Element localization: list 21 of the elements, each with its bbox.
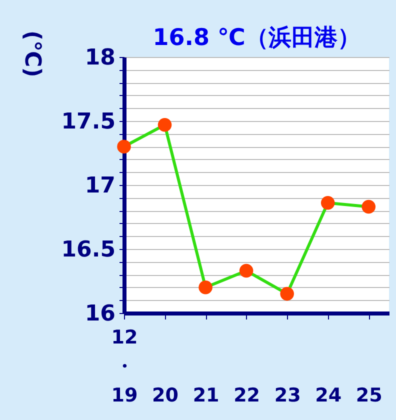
chart-title: 16.8 ℃（浜田港） bbox=[152, 25, 360, 51]
x-tick-label: 12 ・ 19 bbox=[111, 326, 138, 406]
point bbox=[198, 280, 212, 294]
point bbox=[117, 140, 131, 154]
y-tick-label: 16 bbox=[84, 302, 116, 326]
x-tick-label: 20 bbox=[152, 384, 178, 406]
x-tick-label: 22 bbox=[234, 384, 260, 406]
point bbox=[158, 118, 172, 132]
point bbox=[239, 264, 254, 278]
y-axis-title: (℃) bbox=[20, 30, 44, 78]
point bbox=[362, 200, 376, 214]
x-tick-label: 24 bbox=[315, 384, 342, 406]
x-tick-label: 25 bbox=[356, 384, 382, 406]
y-tick-label: 17 bbox=[84, 174, 116, 198]
point bbox=[280, 286, 294, 301]
x-tick-label: 23 bbox=[274, 384, 301, 406]
x-tick-label: 21 bbox=[192, 384, 220, 406]
y-tick-label: 17.5 bbox=[61, 110, 116, 134]
y-tick-label: 18 bbox=[84, 46, 116, 70]
point bbox=[320, 196, 335, 210]
y-tick-label: 16.5 bbox=[61, 238, 116, 262]
